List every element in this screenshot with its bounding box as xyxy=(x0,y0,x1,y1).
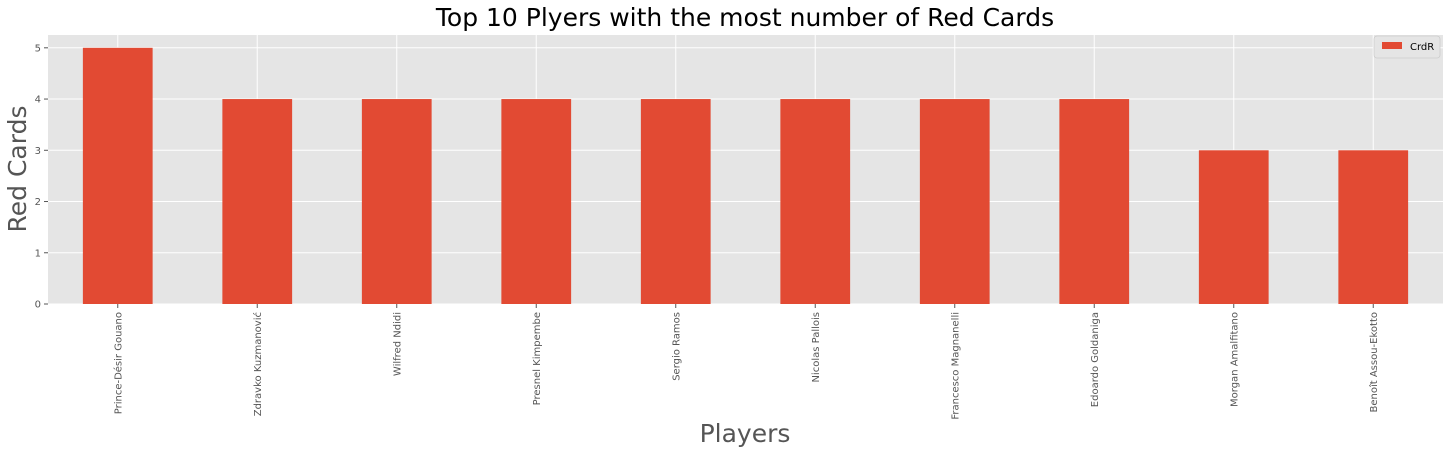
bar xyxy=(1059,99,1130,304)
x-tick-label: Zdravko Kuzmanović xyxy=(252,312,264,416)
bar xyxy=(1338,150,1409,304)
chart-title: Top 10 Plyers with the most number of Re… xyxy=(435,3,1054,32)
x-tick-label: Morgan Amalfitano xyxy=(1229,312,1240,407)
x-tick-label: Wilfred Ndidi xyxy=(392,312,403,376)
bar xyxy=(1198,150,1269,304)
bar xyxy=(640,99,711,304)
bar xyxy=(919,99,990,304)
legend-label: CrdR xyxy=(1410,42,1434,53)
x-tick-label: Nicolas Pallois xyxy=(811,312,822,383)
legend-frame xyxy=(1373,35,1441,59)
bar xyxy=(82,47,153,305)
bar xyxy=(222,99,293,304)
y-tick-label: 0 xyxy=(35,300,41,311)
legend: CrdR xyxy=(1373,35,1441,59)
y-tick-label: 5 xyxy=(35,43,41,54)
x-axis-label: Players xyxy=(700,419,791,448)
y-axis-ticks: 0 1 2 3 4 5 xyxy=(35,43,48,311)
x-tick-label: Presnel Kimpembe xyxy=(532,312,543,405)
bars xyxy=(82,47,1409,305)
y-tick-label: 3 xyxy=(35,146,41,157)
y-tick-label: 2 xyxy=(35,197,41,208)
y-tick-label: 4 xyxy=(35,95,41,106)
x-tick-label: Benoît Assou-Ekotto xyxy=(1368,312,1380,413)
y-axis-label: Red Cards xyxy=(3,106,32,233)
legend-swatch xyxy=(1382,42,1402,49)
y-tick-label: 1 xyxy=(35,248,41,259)
x-axis-ticks: Prince-Désir Gouano Zdravko Kuzmanović Wil… xyxy=(112,304,1380,420)
x-tick-label: Sergio Ramos xyxy=(671,312,682,381)
bar xyxy=(361,99,432,304)
bar xyxy=(501,99,572,304)
x-tick-label: Prince-Désir Gouano xyxy=(112,312,124,414)
x-tick-label: Francesco Magnanelli xyxy=(950,312,961,420)
x-tick-label: Edoardo Goldaniga xyxy=(1090,312,1101,407)
bar xyxy=(780,99,851,304)
